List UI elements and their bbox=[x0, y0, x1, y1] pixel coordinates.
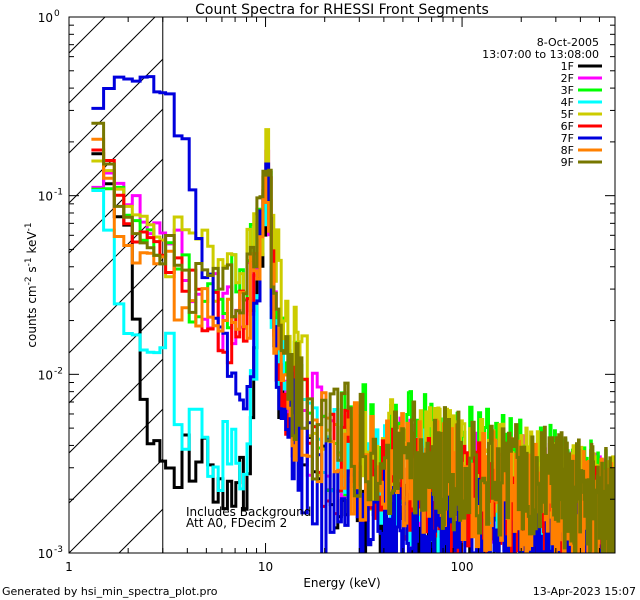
y-tick-label: 10 bbox=[38, 547, 53, 561]
legend-label-9F: 9F bbox=[561, 156, 574, 169]
legend-label-5F: 5F bbox=[561, 108, 574, 121]
y-tick-label-exponent: -2 bbox=[54, 366, 63, 376]
hatch-line bbox=[69, 17, 156, 104]
legend-label-1F: 1F bbox=[561, 60, 574, 73]
hatch-line bbox=[69, 408, 163, 504]
plot-frame bbox=[68, 16, 616, 554]
legend-time-range: 13:07:00 to 13:08:00 bbox=[482, 48, 599, 61]
hatch-line bbox=[69, 58, 163, 154]
y-tick-label-exponent: 0 bbox=[54, 9, 60, 19]
footer-generated-by: Generated by hsi_min_spectra_plot.pro bbox=[2, 585, 218, 598]
x-axis-label: Energy (keV) bbox=[303, 576, 380, 590]
y-tick-label: 10 bbox=[38, 11, 53, 25]
legend-label-7F: 7F bbox=[561, 132, 574, 145]
y-tick-label-exponent: -3 bbox=[54, 545, 63, 555]
y-axis-label: counts cm-2 s-1 keV-1 bbox=[24, 222, 39, 347]
hatch-lines bbox=[0, 0, 163, 553]
legend-label-6F: 6F bbox=[561, 120, 574, 133]
legend-label-2F: 2F bbox=[561, 72, 574, 85]
footer-timestamp: 13-Apr-2023 15:07 bbox=[533, 585, 636, 598]
legend-label-8F: 8F bbox=[561, 144, 574, 157]
annotation-background: Includes Background bbox=[186, 505, 311, 519]
y-tick-label-exponent: -1 bbox=[54, 188, 63, 198]
legend-label-4F: 4F bbox=[561, 96, 574, 109]
hatched-region bbox=[0, 0, 164, 553]
annotation-attenuator: Att A0, FDecim 2 bbox=[186, 516, 287, 530]
chart-title: Count Spectra for RHESSI Front Segments bbox=[195, 2, 489, 18]
y-tick-label: 10 bbox=[38, 368, 53, 382]
x-tick-label: 100 bbox=[451, 560, 474, 574]
legend-date: 8-Oct-2005 bbox=[537, 36, 599, 49]
x-tick-label: 1 bbox=[65, 560, 73, 574]
x-tick-label: 10 bbox=[258, 560, 273, 574]
hatch-line bbox=[69, 208, 163, 304]
hatch-line bbox=[0, 0, 119, 553]
series-line-9F bbox=[91, 121, 615, 553]
y-tick-label: 10 bbox=[38, 190, 53, 204]
legend-label-3F: 3F bbox=[561, 84, 574, 97]
